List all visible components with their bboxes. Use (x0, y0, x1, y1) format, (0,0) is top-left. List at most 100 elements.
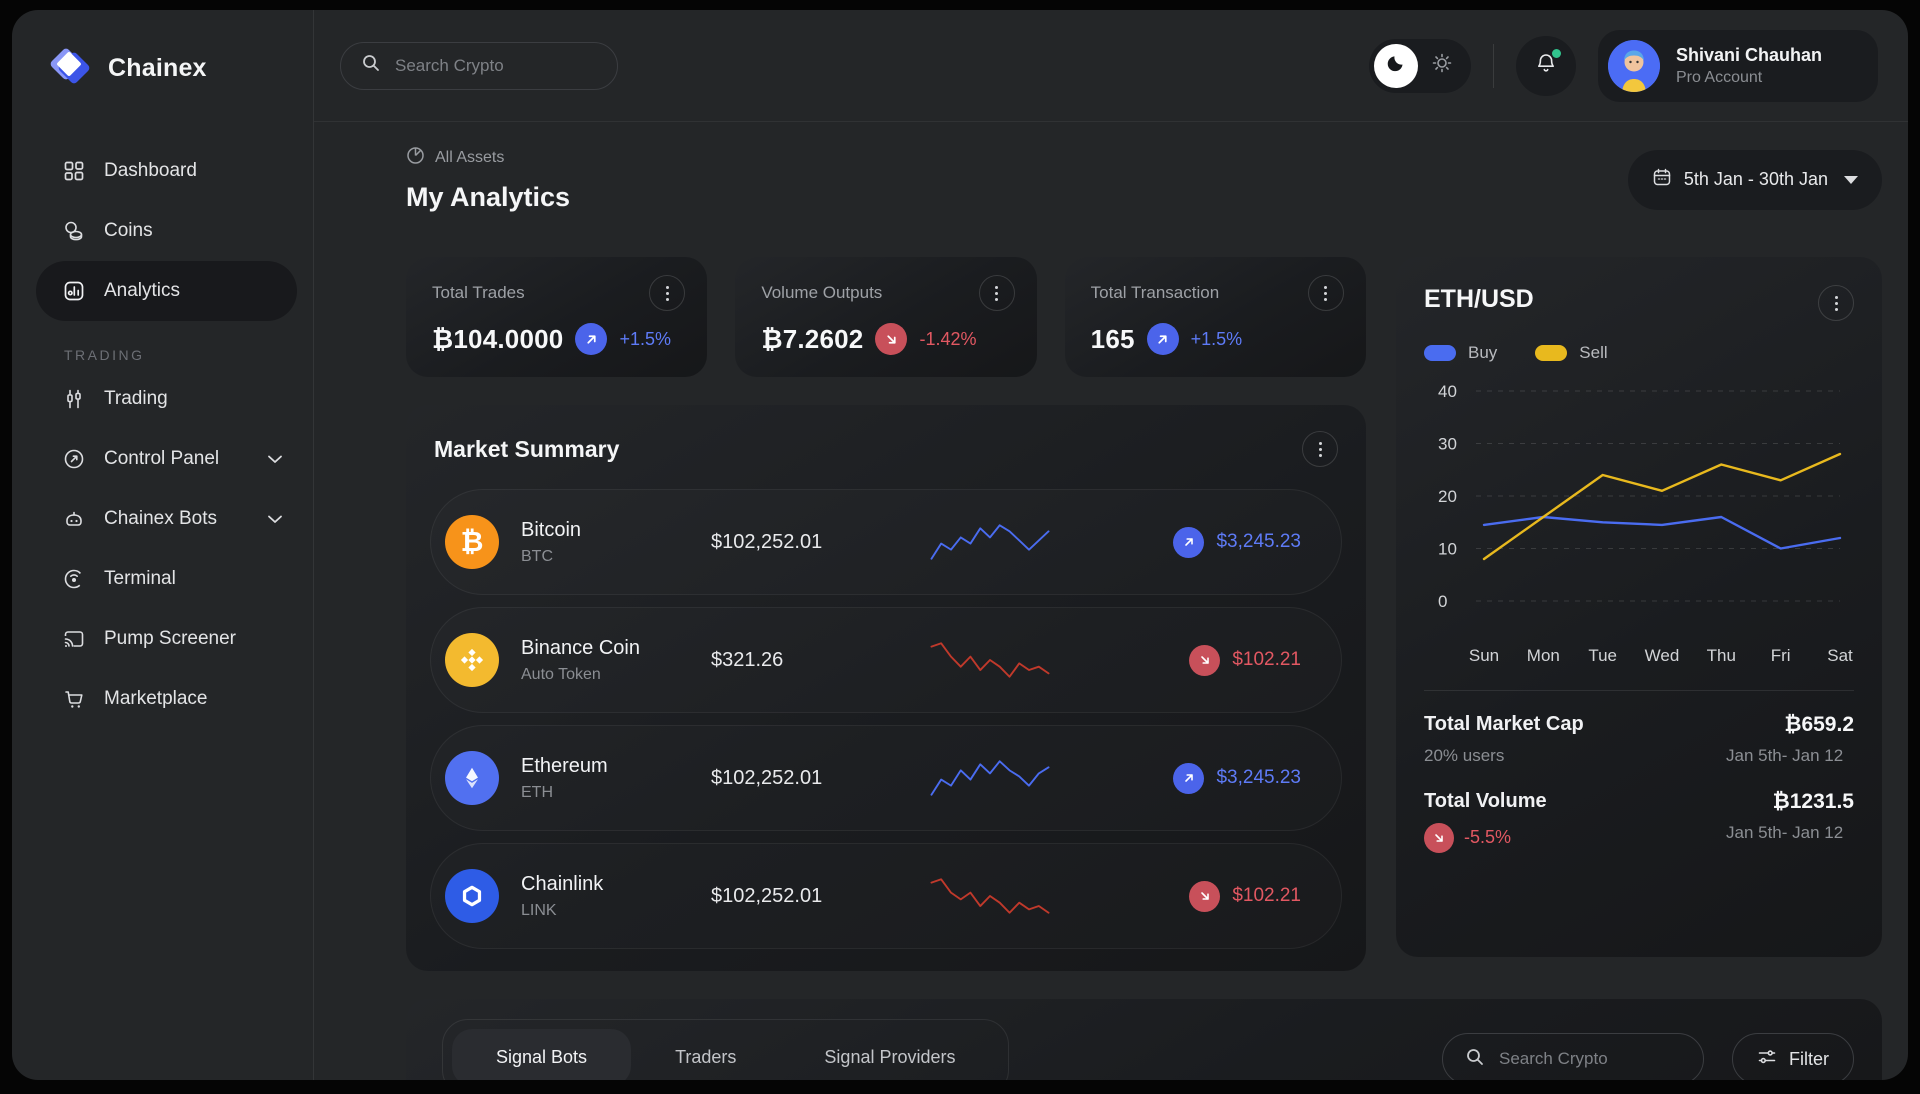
sparkline-chart (930, 878, 1050, 914)
dashboard-icon (62, 159, 86, 183)
chainex-logo-icon (44, 44, 96, 93)
svg-text:Sun: Sun (1469, 646, 1499, 665)
kebab-menu-icon[interactable] (1307, 275, 1344, 311)
sparkline-chart (930, 524, 1050, 560)
chevron-down-icon (267, 448, 283, 470)
market-summary-card: Market Summary ₿ Bitcoin BTC $102,252.01 (406, 405, 1366, 971)
coin-change: $102.21 (1232, 885, 1301, 906)
stat-value: ₿1231.5 (1772, 789, 1854, 813)
market-row-ethereum[interactable]: Ethereum ETH $102,252.01 (430, 725, 1342, 831)
stat-value: 165 (1090, 323, 1135, 354)
svg-text:Tue: Tue (1588, 646, 1617, 665)
breadcrumb[interactable]: All Assets (406, 146, 570, 170)
sidebar-item-label: Control Panel (104, 448, 220, 469)
date-range-picker[interactable]: 5th Jan - 30th Jan (1627, 149, 1882, 210)
compass-icon (62, 447, 86, 471)
bottom-search[interactable] (1442, 1033, 1704, 1080)
caret-down-icon (1844, 175, 1858, 184)
sidebar-item-control-panel[interactable]: Control Panel (36, 429, 297, 489)
stat-label: Total Volume (1424, 789, 1547, 812)
date-range-label: 5th Jan - 30th Jan (1683, 169, 1828, 189)
tab-traders[interactable]: Traders (675, 1047, 737, 1067)
sidebar-item-label: Trading (104, 388, 168, 409)
stat-change: -1.42% (919, 328, 977, 349)
stat-date-range: Jan 5th- Jan 12 (1726, 822, 1844, 842)
top-search[interactable] (340, 41, 618, 90)
app-window: Chainex Dashboard Coins (12, 10, 1908, 1080)
analytics-icon (62, 279, 86, 303)
coin-name: Ethereum (521, 754, 608, 777)
tab-signal-bots[interactable]: Signal Bots (452, 1029, 632, 1080)
stat-label: Total Trades (432, 283, 525, 302)
chart-legend: Buy Sell (1424, 343, 1854, 363)
stat-date-range: Jan 5th- Jan 12 (1726, 746, 1844, 765)
chart-title: ETH/USD (1424, 285, 1534, 313)
sun-icon[interactable] (1431, 52, 1453, 79)
sidebar-item-trading[interactable]: Trading (36, 369, 297, 429)
trend-down-icon (875, 323, 908, 355)
svg-text:0: 0 (1438, 592, 1447, 611)
coin-price: $321.26 (711, 648, 784, 671)
sidebar-item-chainex-bots[interactable]: Chainex Bots (36, 489, 297, 549)
content: All Assets My Analytics 5th Jan - 30th J… (314, 122, 1908, 1080)
bottom-panel: Signal Bots Traders Signal Providers (406, 999, 1882, 1080)
user-plan: Pro Account (1675, 68, 1763, 86)
trend-up-icon (1146, 323, 1179, 355)
sidebar-item-label: Pump Screener (104, 628, 237, 649)
sidebar-item-coins[interactable]: Coins (36, 201, 297, 261)
coins-icon (62, 219, 86, 243)
coin-name: Chainlink (521, 872, 604, 895)
market-row-bitcoin[interactable]: ₿ Bitcoin BTC $102,252.01 (430, 489, 1342, 595)
theme-toggle[interactable] (1368, 38, 1471, 93)
sidebar-item-label: Analytics (104, 280, 181, 301)
notification-badge (1551, 48, 1561, 58)
sidebar-item-pump-screener[interactable]: Pump Screener (36, 609, 297, 669)
sparkline-chart (930, 760, 1050, 796)
svg-text:20: 20 (1438, 487, 1457, 506)
trend-down-icon (1424, 822, 1454, 853)
trading-icon (62, 387, 86, 411)
coin-change: $3,245.23 (1216, 531, 1301, 552)
sidebar-item-analytics[interactable]: Analytics (36, 261, 297, 321)
stat-change: +1.5% (619, 328, 671, 349)
sidebar-section-label: TRADING (64, 347, 145, 363)
coin-name: Bitcoin (521, 518, 582, 541)
topbar: Shivani Chauhan Pro Account (314, 10, 1908, 122)
user-name: Shivani Chauhan (1675, 44, 1822, 65)
breadcrumb-label: All Assets (435, 149, 505, 166)
coin-price: $102,252.01 (711, 884, 823, 907)
market-row-binance-coin[interactable]: Binance Coin Auto Token $321.26 (430, 607, 1342, 713)
bottom-search-input[interactable] (1499, 1049, 1681, 1069)
pie-chart-icon (406, 146, 425, 170)
ethusd-line-chart: 40 30 20 10 0 Sun Mon Tue Wed Thu Fri Sat (1438, 382, 1853, 665)
sidebar-item-terminal[interactable]: Terminal (36, 549, 297, 609)
market-row-chainlink[interactable]: Chainlink LINK $102,252.01 (430, 843, 1342, 949)
ethusd-panel: ETH/USD Buy Sell (1396, 257, 1882, 957)
filter-button[interactable]: Filter (1732, 1033, 1854, 1080)
market-summary-title: Market Summary (434, 435, 620, 462)
coin-symbol: Auto Token (521, 665, 601, 683)
kebab-menu-icon[interactable] (649, 275, 686, 311)
dark-mode-knob[interactable] (1373, 43, 1418, 88)
stat-card-volume-outputs: Volume Outputs ₿7.2602 -1.42% (735, 257, 1037, 377)
coin-price: $102,252.01 (711, 530, 823, 553)
sidebar-item-marketplace[interactable]: Marketplace (36, 669, 297, 729)
kebab-menu-icon[interactable] (1818, 285, 1854, 321)
search-input[interactable] (395, 55, 597, 76)
kebab-menu-icon[interactable] (978, 275, 1015, 311)
stat-card-total-trades: Total Trades ₿104.0000 +1.5% (406, 257, 708, 377)
notifications-button[interactable] (1515, 35, 1576, 96)
sidebar-item-label: Dashboard (104, 160, 197, 181)
brand-logo[interactable]: Chainex (44, 44, 297, 93)
profile-menu[interactable]: Shivani Chauhan Pro Account (1597, 29, 1878, 102)
stat-label: Total Market Cap (1424, 713, 1584, 735)
sidebar-item-dashboard[interactable]: Dashboard (36, 141, 297, 201)
tab-signal-providers[interactable]: Signal Providers (824, 1047, 956, 1067)
stat-value: ₿104.0000 (432, 323, 564, 354)
bitcoin-icon: ₿ (445, 515, 499, 569)
kebab-menu-icon[interactable] (1302, 431, 1338, 467)
terminal-radar-icon (62, 567, 86, 591)
ethereum-icon (445, 751, 499, 805)
svg-text:10: 10 (1438, 540, 1457, 559)
sidebar-item-label: Marketplace (104, 688, 208, 709)
